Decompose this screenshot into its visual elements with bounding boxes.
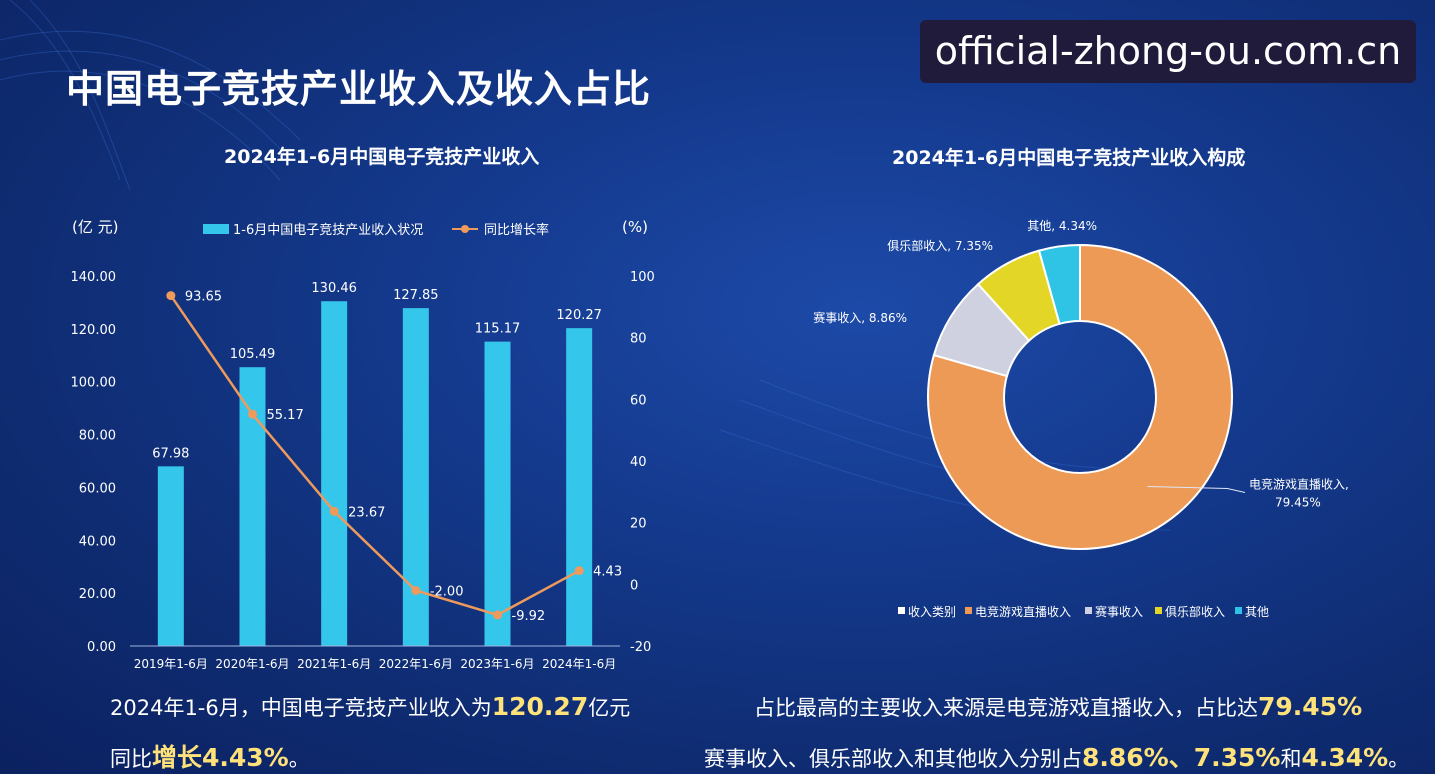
pie-slice	[1037, 243, 1081, 326]
bar-value-label: 127.85	[393, 288, 439, 303]
legend-label: 收入类别	[908, 605, 956, 619]
line-value-label: -9.92	[512, 609, 546, 624]
summary-text: 赛事收入、俱乐部收入和其他收入分别占	[704, 747, 1082, 771]
bar-chart-title: 2024年1-6月中国电子竞技产业收入	[224, 146, 540, 168]
summary-text: 占比最高的主要收入来源是电竞游戏直播收入，占比达	[754, 696, 1258, 720]
y-right-tick-label: 80	[630, 332, 647, 347]
legend-swatch	[1085, 607, 1092, 614]
summary-highlight: 8.86%、7.35%	[1082, 743, 1281, 772]
line-point	[166, 291, 176, 301]
pie-chart: 电竞游戏直播收入, 79.45% 赛事收入, 8.86% 俱乐部收入, 7.35% 其他…	[813, 219, 1349, 619]
summary-highlight: 120.27	[491, 692, 589, 721]
summary-text: 2024年1-6月，中国电子竞技产业收入为	[110, 696, 492, 720]
bar-value-label: 67.98	[152, 446, 189, 461]
bar	[484, 341, 511, 646]
legend-label: 赛事收入	[1095, 604, 1143, 619]
y-right-axis-label: (%)	[622, 218, 648, 236]
watermark: official-zhong-ou.com.cn	[920, 20, 1416, 83]
summary-text: 和	[1280, 747, 1302, 771]
pie-leader-line	[1147, 485, 1246, 493]
pie-slice-label: 俱乐部收入, 7.35%	[887, 238, 993, 253]
line-point	[248, 409, 257, 419]
summary-line-1: 2024年1-6月，中国电子竞技产业收入为120.27亿元	[110, 692, 630, 722]
y-left-axis-label: (亿 元)	[72, 218, 118, 236]
y-left-tick-label: 100.00	[71, 376, 117, 391]
line-value-label: 4.43	[593, 565, 622, 580]
y-right-tick-label: 20	[630, 517, 647, 532]
bar	[239, 367, 266, 646]
y-right-tick-label: 100	[630, 270, 655, 285]
bar-value-label: 130.46	[311, 281, 357, 296]
legend-swatch	[965, 607, 972, 614]
x-tick-label: 2021年1-6月	[297, 657, 371, 671]
legend-bar-swatch	[203, 224, 229, 234]
legend-swatch	[1155, 607, 1162, 614]
pie-slice	[927, 243, 1233, 550]
summary-highlight: 79.45%	[1258, 692, 1363, 721]
legend-line-label: 同比增长率	[484, 222, 549, 238]
x-tick-label: 2024年1-6月	[542, 657, 616, 671]
summary-line-4: 赛事收入、俱乐部收入和其他收入分别占8.86%、7.35%和4.34%。	[704, 738, 1409, 774]
summary-text: 。	[288, 747, 310, 771]
bar-chart: (亿 元) (%) 1-6月中国电子竞技产业收入状况 同比增长率 0.00 20.…	[71, 218, 655, 671]
pie-slice-label: 79.45%	[1275, 495, 1321, 509]
line-value-label: 23.67	[348, 505, 385, 520]
y-right-tick-label: -20	[630, 640, 651, 655]
summary-text: 亿元	[588, 696, 631, 720]
bar	[566, 328, 593, 646]
legend-line-marker	[461, 225, 469, 233]
y-right-tick-label: 60	[630, 393, 647, 408]
y-left-tick-label: 20.00	[79, 587, 116, 602]
x-tick-label: 2020年1-6月	[215, 657, 289, 671]
summary-highlight: 增长4.43%	[152, 743, 289, 772]
pie-chart-title: 2024年1-6月中国电子竞技产业收入构成	[892, 147, 1246, 169]
bar	[321, 301, 348, 646]
bar-value-label: 120.27	[556, 308, 602, 323]
line-point	[574, 566, 584, 576]
y-left-tick-label: 40.00	[79, 534, 116, 549]
summary-text: 同比	[110, 747, 152, 771]
legend-label: 其他	[1245, 605, 1269, 619]
legend-label: 俱乐部收入	[1165, 604, 1225, 619]
bar-value-label: 105.49	[230, 347, 276, 362]
x-tick-label: 2023年1-6月	[460, 657, 534, 671]
line-point	[493, 610, 502, 620]
legend-swatch	[898, 607, 905, 614]
y-left-tick-label: 0.00	[87, 640, 116, 655]
summary-line-3: 占比最高的主要收入来源是电竞游戏直播收入，占比达79.45%	[754, 692, 1362, 722]
y-left-tick-label: 60.00	[79, 481, 116, 496]
pie-slice-label: 电竞游戏直播收入,	[1249, 477, 1349, 491]
legend-bar-label: 1-6月中国电子竞技产业收入状况	[233, 222, 423, 238]
y-left-tick-label: 120.00	[71, 323, 117, 338]
growth-rate-line	[169, 294, 580, 617]
y-right-tick-label: 40	[630, 455, 647, 470]
line-point	[411, 586, 421, 595]
bar	[402, 308, 429, 646]
bar-value-label: 115.17	[475, 322, 521, 337]
y-right-tick-label: 0	[630, 578, 638, 593]
x-tick-label: 2022年1-6月	[379, 657, 453, 671]
legend-label: 电竞游戏直播收入	[975, 605, 1071, 619]
line-value-label: 93.65	[185, 290, 222, 305]
line-value-label: 55.17	[267, 408, 304, 423]
pie-slice-label: 其他, 4.34%	[1027, 219, 1097, 233]
x-tick-label: 2019年1-6月	[134, 657, 208, 671]
y-left-tick-label: 80.00	[79, 429, 116, 444]
page-title: 中国电子竞技产业收入及收入占比	[66, 67, 652, 111]
summary-text: 。	[1388, 747, 1410, 771]
y-left-tick-label: 140.00	[71, 270, 117, 285]
pie-slice-label: 赛事收入, 8.86%	[813, 310, 907, 325]
summary-line-2: 同比增长4.43%。	[110, 738, 310, 774]
line-point	[329, 506, 339, 516]
bar	[157, 466, 184, 646]
legend-swatch	[1235, 607, 1242, 614]
line-value-label: -2.00	[430, 585, 464, 600]
summary-highlight: 4.34%	[1301, 743, 1389, 772]
